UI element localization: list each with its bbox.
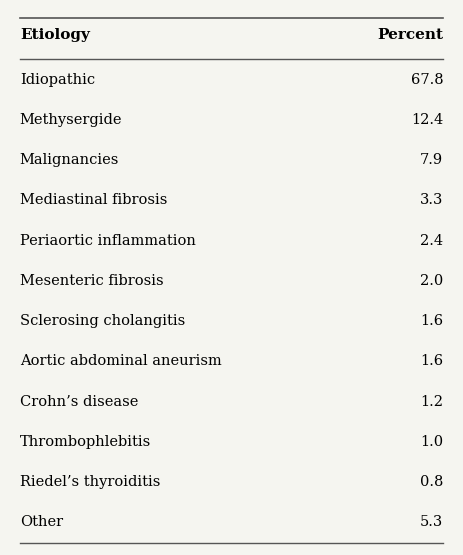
Text: 1.6: 1.6 <box>420 314 443 328</box>
Text: Mesenteric fibrosis: Mesenteric fibrosis <box>20 274 163 288</box>
Text: Crohn’s disease: Crohn’s disease <box>20 395 138 408</box>
Text: Aortic abdominal aneurism: Aortic abdominal aneurism <box>20 355 222 369</box>
Text: Sclerosing cholangitis: Sclerosing cholangitis <box>20 314 185 328</box>
Text: Riedel’s thyroiditis: Riedel’s thyroiditis <box>20 475 160 489</box>
Text: Methysergide: Methysergide <box>20 113 122 127</box>
Text: 2.4: 2.4 <box>420 234 443 248</box>
Text: 2.0: 2.0 <box>420 274 443 288</box>
Text: 7.9: 7.9 <box>420 153 443 167</box>
Text: 3.3: 3.3 <box>420 193 443 208</box>
Text: Other: Other <box>20 516 63 529</box>
Text: 5.3: 5.3 <box>420 516 443 529</box>
Text: Malignancies: Malignancies <box>20 153 119 167</box>
Text: 1.0: 1.0 <box>420 435 443 449</box>
Text: Periaortic inflammation: Periaortic inflammation <box>20 234 196 248</box>
Text: 67.8: 67.8 <box>411 73 443 87</box>
Text: 0.8: 0.8 <box>420 475 443 489</box>
Text: 1.2: 1.2 <box>420 395 443 408</box>
Text: 12.4: 12.4 <box>411 113 443 127</box>
Text: Etiology: Etiology <box>20 28 90 42</box>
Text: Idiopathic: Idiopathic <box>20 73 95 87</box>
Text: Percent: Percent <box>377 28 443 42</box>
Text: 1.6: 1.6 <box>420 355 443 369</box>
Text: Mediastinal fibrosis: Mediastinal fibrosis <box>20 193 167 208</box>
Text: Thrombophlebitis: Thrombophlebitis <box>20 435 151 449</box>
